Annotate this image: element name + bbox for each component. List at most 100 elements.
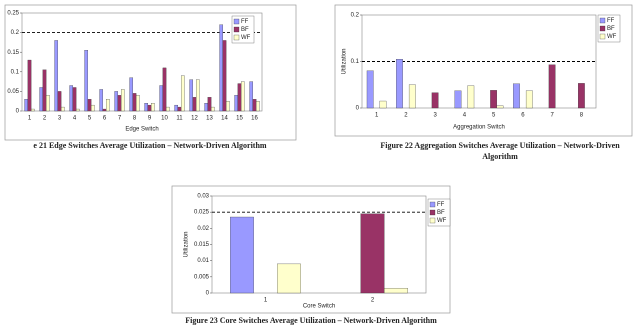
bar xyxy=(132,93,137,112)
y-tick-label: 0.03 xyxy=(197,194,209,200)
x-tick-label: 1 xyxy=(264,298,268,304)
bar xyxy=(42,69,47,112)
x-tick-label: 7 xyxy=(118,116,122,122)
x-tick-label: 10 xyxy=(161,116,168,122)
x-axis-label: Edge Switch xyxy=(125,127,158,133)
figure-caption: e 21 Edge Switches Average Utilization –… xyxy=(33,141,266,150)
x-tick-label: 7 xyxy=(550,113,554,119)
x-tick-label: 15 xyxy=(236,116,243,122)
bar xyxy=(165,106,170,112)
y-tick-label: 0 xyxy=(356,106,360,112)
bar xyxy=(24,99,28,112)
bar xyxy=(219,24,224,112)
bar xyxy=(135,95,140,112)
bar xyxy=(396,59,403,109)
bar xyxy=(46,95,50,112)
bar xyxy=(240,81,245,112)
bar xyxy=(222,40,227,112)
bar xyxy=(150,103,155,112)
bar xyxy=(159,85,164,112)
y-tick-label: 0 xyxy=(16,109,20,115)
bar xyxy=(431,92,439,109)
bar xyxy=(144,103,149,112)
bar xyxy=(525,90,533,109)
bar xyxy=(84,50,89,112)
bar xyxy=(379,100,387,109)
x-tick-label: 2 xyxy=(404,113,408,119)
bar xyxy=(384,287,408,294)
bar xyxy=(195,79,200,112)
bar xyxy=(467,85,475,109)
y-tick-label: 0.01 xyxy=(197,258,209,264)
bar xyxy=(174,104,179,112)
x-tick-label: 12 xyxy=(191,116,198,122)
x-axis-label: Core Switch xyxy=(303,304,335,310)
bar xyxy=(207,97,212,112)
x-tick-label: 6 xyxy=(103,116,107,122)
bar xyxy=(578,83,585,109)
x-tick-label: 2 xyxy=(43,116,47,122)
legend-label: WF xyxy=(607,34,617,40)
y-tick-label: 0.1 xyxy=(351,59,360,65)
legend-label: WF xyxy=(241,35,251,41)
bar xyxy=(225,101,230,112)
bar xyxy=(117,95,122,112)
legend-swatch xyxy=(599,33,606,40)
bar xyxy=(87,99,92,112)
x-tick-label: 4 xyxy=(463,113,467,119)
legend-swatch xyxy=(429,201,436,208)
y-tick-label: 0.005 xyxy=(194,274,210,280)
x-tick-label: 11 xyxy=(176,116,183,122)
bar xyxy=(366,70,374,109)
x-tick-label: 1 xyxy=(375,113,379,119)
y-tick-label: 0.05 xyxy=(7,89,19,95)
bar xyxy=(72,87,77,112)
bar xyxy=(162,67,167,112)
legend-label: FF xyxy=(241,19,249,25)
legend-swatch xyxy=(233,18,240,25)
y-tick-label: 0.02 xyxy=(197,226,209,232)
bar xyxy=(548,64,556,109)
bar xyxy=(490,90,497,109)
legend-swatch xyxy=(599,17,606,24)
bar xyxy=(69,85,74,112)
bar xyxy=(189,79,194,112)
legend-label: BF xyxy=(607,26,615,32)
bar xyxy=(210,106,215,112)
bar xyxy=(106,99,110,112)
bar xyxy=(513,83,520,109)
bar xyxy=(408,84,416,109)
bar xyxy=(252,99,257,112)
bar xyxy=(360,213,385,294)
x-tick-label: 13 xyxy=(206,116,213,122)
bar xyxy=(180,75,185,112)
figure-caption: Figure 22 Aggregation Switches Average U… xyxy=(380,141,620,150)
x-tick-label: 5 xyxy=(88,116,92,122)
x-tick-label: 8 xyxy=(133,116,137,122)
bar xyxy=(129,77,134,112)
legend-label: FF xyxy=(607,18,615,24)
legend-swatch xyxy=(599,25,606,32)
legend-label: FF xyxy=(437,202,445,208)
legend-label: WF xyxy=(437,218,447,224)
legend-label: BF xyxy=(437,210,445,216)
y-tick-label: 0.15 xyxy=(7,50,19,56)
x-tick-label: 14 xyxy=(221,116,228,122)
bar xyxy=(91,104,95,112)
y-tick-label: 0.015 xyxy=(194,242,210,248)
y-tick-label: 0.1 xyxy=(11,69,20,75)
bar xyxy=(177,106,182,112)
x-tick-label: 6 xyxy=(521,113,525,119)
bar xyxy=(204,103,209,112)
bar xyxy=(99,89,104,112)
x-tick-label: 3 xyxy=(58,116,62,122)
bar xyxy=(192,97,197,112)
x-tick-label: 8 xyxy=(580,113,584,119)
bar xyxy=(114,91,119,112)
y-tick-label: 0 xyxy=(206,291,210,297)
x-axis-label: Aggregation Switch xyxy=(453,125,505,131)
bar xyxy=(249,81,254,112)
bar xyxy=(147,104,152,112)
